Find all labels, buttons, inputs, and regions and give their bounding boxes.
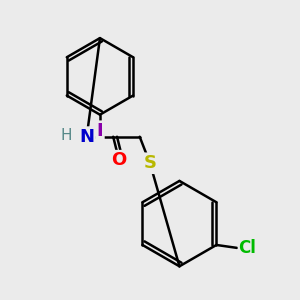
Text: S: S [143,154,157,172]
Text: O: O [112,151,127,169]
Text: H: H [61,128,72,143]
Text: N: N [79,128,94,146]
Text: Cl: Cl [238,239,256,257]
Text: I: I [97,122,103,140]
